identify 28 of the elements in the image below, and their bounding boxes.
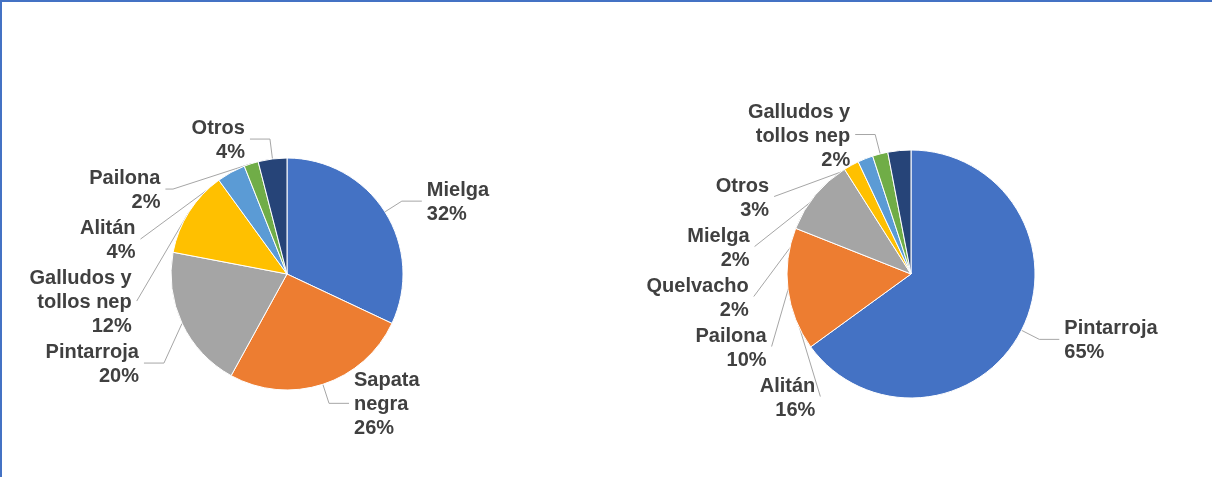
data-label: 20% bbox=[98, 364, 140, 387]
data-label: 2% bbox=[821, 147, 851, 170]
data-label: 2% bbox=[131, 190, 161, 213]
data-label: 2% bbox=[720, 247, 750, 270]
data-label: 10% bbox=[726, 347, 767, 370]
slice-label: Mielga bbox=[426, 178, 490, 201]
data-label: 12% bbox=[91, 314, 132, 337]
data-label: 4% bbox=[106, 240, 136, 263]
data-label: 32% bbox=[426, 202, 468, 225]
slice-label: Galludos y tollos nep bbox=[747, 99, 852, 146]
data-label: 2% bbox=[719, 297, 749, 320]
data-label: 16% bbox=[775, 397, 816, 420]
slice-label: Galludos y tollos nep bbox=[29, 266, 133, 313]
slice-label: Otros bbox=[715, 173, 770, 196]
slice-label: Pintarroja bbox=[45, 340, 140, 363]
data-label: 3% bbox=[740, 197, 770, 220]
slice-label: Pailona bbox=[89, 166, 162, 189]
slice-label: Quelvacho bbox=[646, 273, 749, 296]
data-label: 26% bbox=[354, 416, 395, 439]
slice-label: Alitán bbox=[759, 373, 816, 396]
slice-label: Pailona bbox=[695, 323, 768, 346]
slice-label: Alitán bbox=[79, 216, 136, 239]
data-label: 4% bbox=[216, 140, 246, 163]
slice-label: Sapata negra bbox=[354, 368, 426, 415]
slice-label: Pintarroja bbox=[1064, 316, 1159, 339]
slice-label: Mielga bbox=[687, 223, 751, 246]
data-label: 65% bbox=[1064, 340, 1105, 363]
slice-label: Otros bbox=[191, 116, 245, 139]
